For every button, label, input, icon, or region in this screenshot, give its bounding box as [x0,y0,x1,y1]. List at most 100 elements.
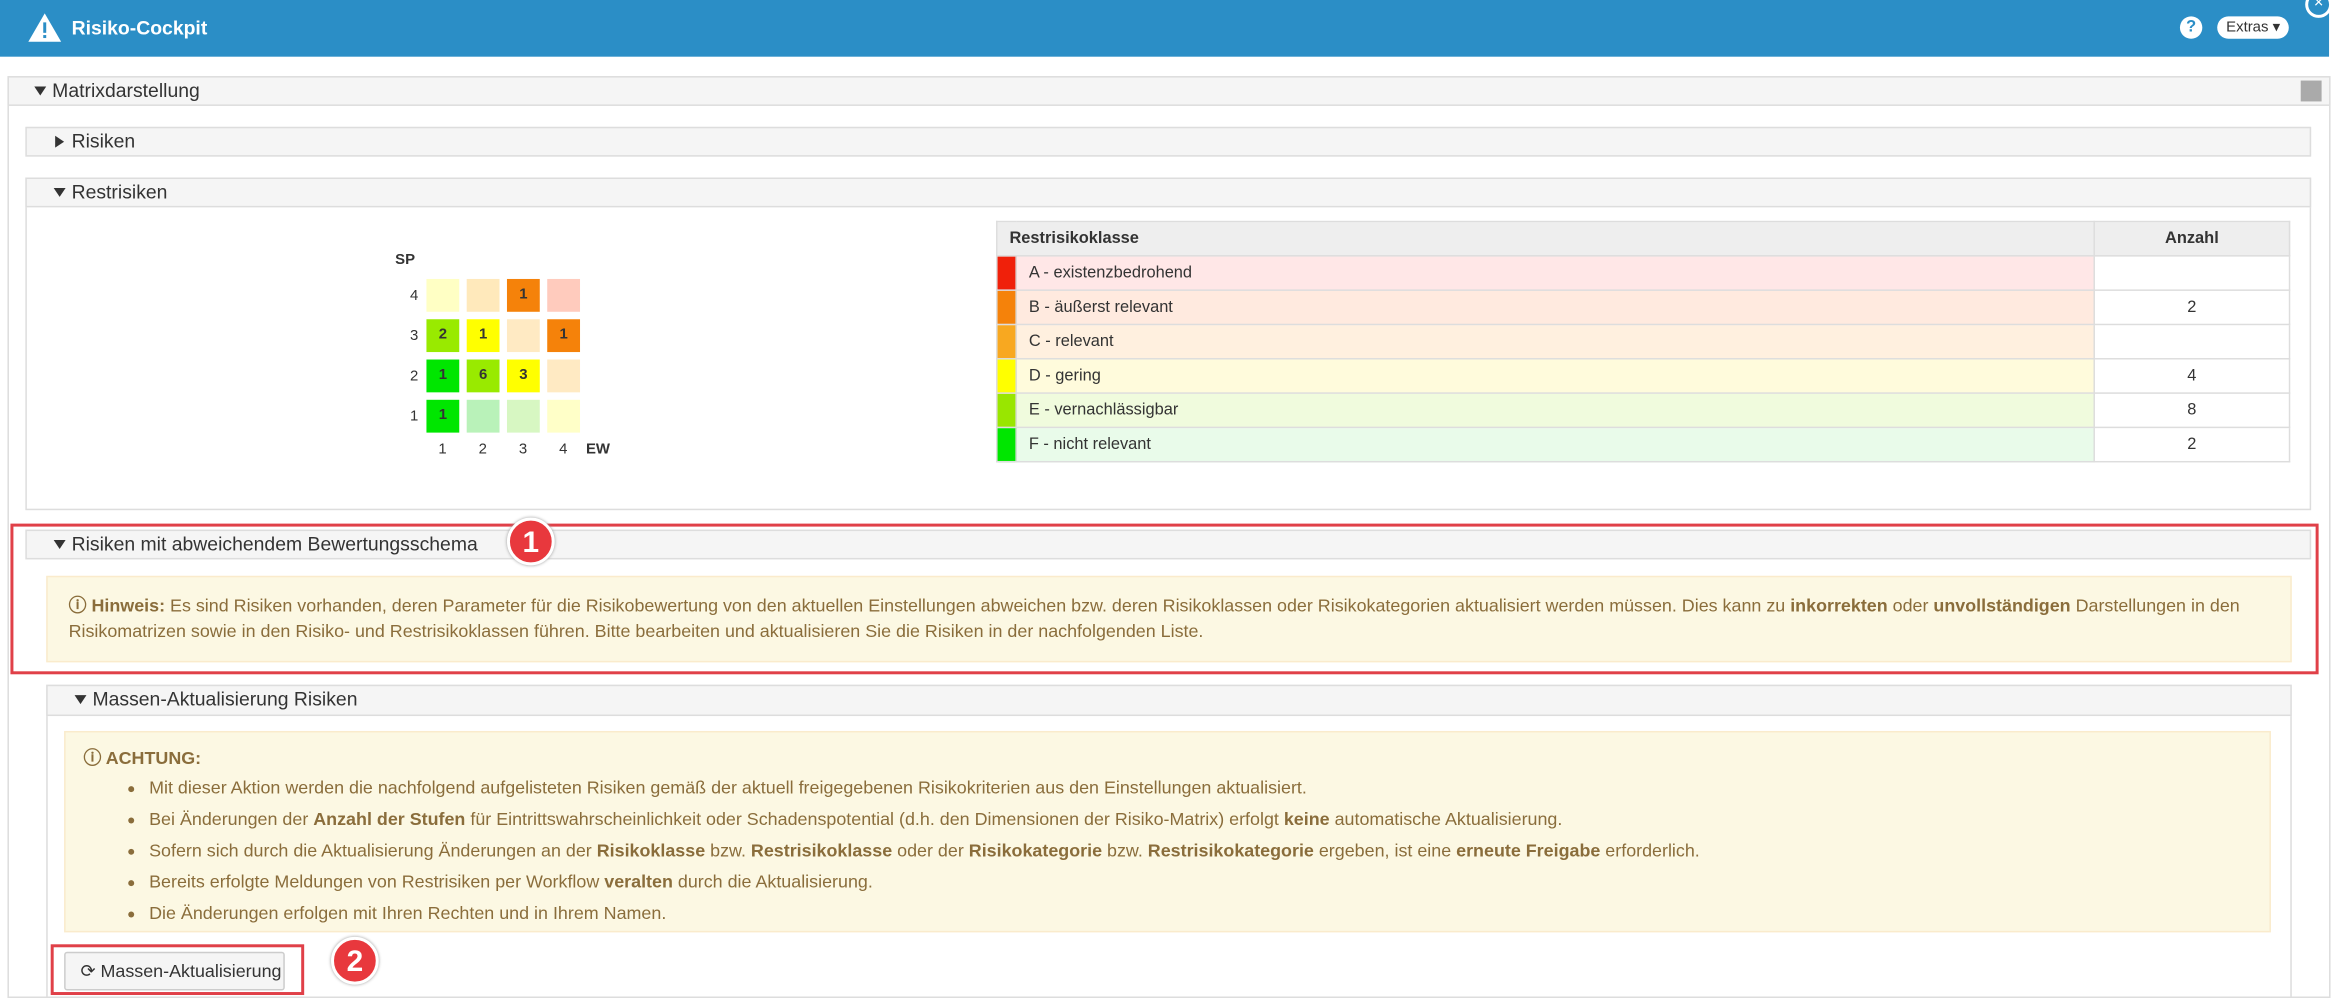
y-tick-label: 2 [410,368,419,385]
class-label: C - relevant [1015,323,2095,360]
class-label: A - existenzbedrohend [1015,255,2095,291]
y-tick-label: 4 [410,287,419,305]
matrix-cell: 3 [506,359,540,393]
bold-text: Anzahl der Stufen [313,808,466,830]
matrix-cell: 1 [426,359,460,393]
matrix-cell [426,278,460,312]
help-button[interactable]: ? [2179,16,2203,39]
section-title: Restrisiken [71,180,168,203]
text: Mit dieser Aktion werden die nachfolgend… [149,777,1307,799]
y-axis-label: SP [395,252,416,269]
section-title: Risiken [71,129,136,153]
section-title: Massen-Aktualisierung Risiken [92,687,358,711]
y-tick-label: 1 [410,408,419,426]
text: durch die Aktualisierung. [672,871,873,893]
bold-text: erneute Freigabe [1456,839,1601,861]
text: oder der [892,839,969,861]
button-label: Massen-Aktualisierung [100,960,282,982]
extras-button[interactable]: Extras ▾ [2217,16,2289,39]
annotation-badge: 1 [506,517,555,566]
section-title: Matrixdarstellung [52,79,200,102]
matrix-cell [466,278,500,312]
logo [28,13,62,42]
class-color [996,289,1017,326]
layout-icon[interactable] [2300,80,2322,102]
table-row: E - vernachlässigbar 8 [996,392,2291,429]
hint-alert: ⓘ Hinweis: Es sind Risiken vorhanden, de… [46,575,2292,663]
bold-text: unvollständigen [1933,595,2071,617]
warning-list: Mit dieser Aktion werden die nachfolgend… [83,773,2251,930]
class-color [996,392,1017,429]
class-label: D - gering [1015,358,2095,394]
text: Die Änderungen erfolgen mit Ihren Rechte… [149,902,667,924]
warning-item: Bereits erfolgte Meldungen von Restrisik… [149,867,2251,898]
header-cell: Anzahl [2093,220,2291,257]
class-color [996,323,1017,360]
matrix-cell: 1 [506,278,540,312]
table-row: C - relevant [996,323,2291,360]
matrix-cell [547,359,581,393]
section-title: Risiken mit abweichendem Bewertungsschem… [71,532,478,555]
text: Bei Änderungen der [149,808,314,830]
class-count: 4 [2093,358,2291,394]
x-tick-label: 1 [438,441,447,458]
class-label: F - nicht relevant [1015,426,2095,463]
class-color [996,255,1017,291]
matrix-section[interactable]: Matrixdarstellung [7,76,2331,106]
warning-item: Die Änderungen erfolgen mit Ihren Rechte… [149,898,2251,929]
table-row: D - gering 4 [996,358,2291,394]
bold-text: Hinweis: [91,595,166,617]
class-label: B - äußerst relevant [1015,289,2095,326]
class-color [996,358,1017,394]
close-button[interactable]: × [2305,0,2333,18]
text: oder [1887,595,1934,617]
bold-text: Restrisikoklasse [750,839,893,861]
x-axis-label: EW [585,441,611,458]
class-count: 8 [2093,392,2291,429]
y-tick-label: 3 [410,328,419,345]
matrix-cell [547,278,581,312]
class-label: E - vernachlässigbar [1015,392,2095,429]
matrix-cell [547,399,581,433]
annotation-frame [50,944,305,996]
mass-section[interactable]: Massen-Aktualisierung Risiken [46,684,2292,717]
mass-update-button[interactable]: ⟳ Massen-Aktualisierung [64,951,285,991]
text: bzw. [1102,839,1148,861]
text: ergeben, ist eine [1313,839,1457,861]
table-row: F - nicht relevant 2 [996,426,2291,463]
matrix-cell: 1 [547,319,581,353]
class-count: 2 [2093,289,2291,326]
table-header: Restrisikoklasse Anzahl [996,220,2291,257]
warning-item: Mit dieser Aktion werden die nachfolgend… [149,773,2251,804]
class-color [996,426,1017,463]
bold-text: veralten [604,871,673,893]
annotation-badge: 2 [331,936,379,985]
app-title: Risiko-Cockpit [71,16,208,39]
table-row: A - existenzbedrohend [996,255,2291,291]
warning-item: Sofern sich durch die Aktualisierung Änd… [149,835,2251,866]
x-tick-label: 2 [478,441,487,458]
annotation-box [10,523,2319,675]
matrix-cell: 6 [466,359,500,393]
warning-item: Bei Änderungen der Anzahl der Stufen für… [149,804,2251,835]
table-row: B - äußerst relevant 2 [996,289,2291,326]
text: Darstellungen in den Risikomatrizen sowi… [68,595,2240,641]
risks-section[interactable]: Risiken [25,126,2312,157]
bold-text: inkorrekten [1790,595,1888,617]
bold-text: Risikoklasse [596,839,706,861]
text: automatische Aktualisierung. [1329,808,1563,830]
bold-text: Risikokategorie [968,839,1103,861]
icon: ⓘ [68,595,92,617]
warning-alert: ⓘ ACHTUNG: Mit dieser Aktion werden die … [64,730,2271,933]
text: erforderlich. [1600,839,1700,861]
class-count [2093,255,2291,291]
text: Bereits erfolgte Meldungen von Restrisik… [149,871,605,893]
matrix-cell: 1 [466,319,500,353]
text: Es sind Risiken vorhanden, deren Paramet… [165,595,1791,617]
residual-section[interactable]: Restrisiken [25,177,2312,208]
text: Sofern sich durch die Aktualisierung Änd… [149,839,597,861]
deviating-section[interactable]: Risiken mit abweichendem Bewertungsschem… [25,529,2312,560]
matrix-cell [506,399,540,433]
